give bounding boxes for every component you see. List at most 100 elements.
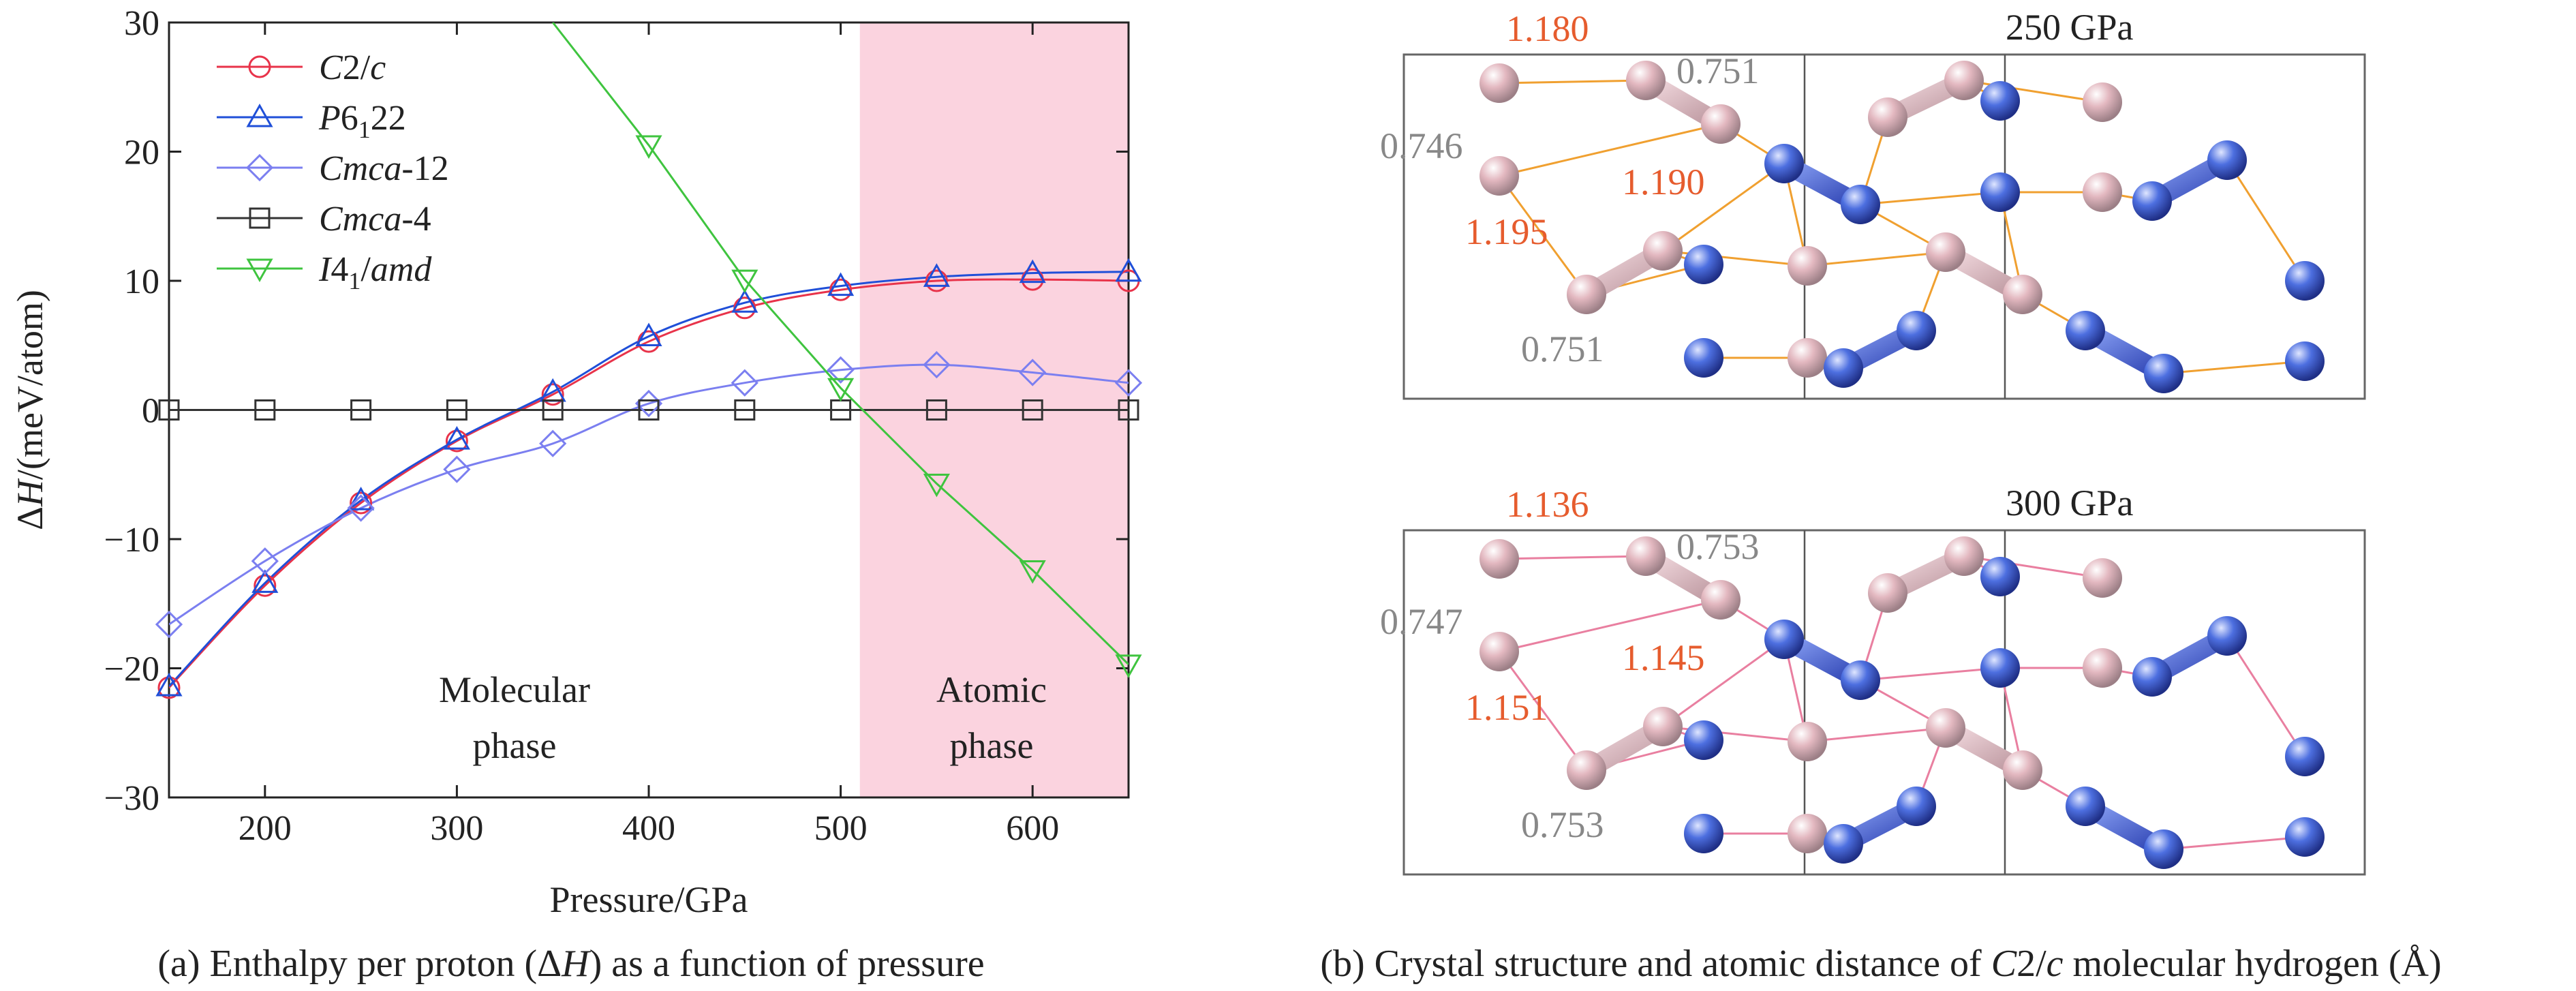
hh-contact	[1499, 79, 1646, 85]
h-atom-pink	[1788, 722, 1827, 761]
h-atom-blue	[1684, 245, 1723, 284]
data-point-i41amd	[635, 135, 662, 159]
hh-contact	[1499, 555, 1646, 560]
h-atom-pink	[1868, 97, 1907, 137]
legend-label-cmca4: Cmca-4	[319, 200, 431, 239]
h-atom-pink	[1643, 707, 1683, 746]
series-line-p6122	[169, 271, 1129, 688]
hh-contact	[1662, 638, 1785, 728]
h-atom-pink	[1944, 536, 1984, 576]
data-point-p6122	[827, 272, 855, 296]
legend: C2/c P61​22 Cmca-12 Cmca-4 I41​/amd	[217, 48, 449, 294]
data-point-cmca4	[1118, 399, 1139, 421]
distance-label: 0.747	[1380, 601, 1463, 642]
hh-contact	[1807, 727, 1946, 743]
data-point-c2c	[925, 269, 948, 292]
h-atom-blue	[1980, 648, 2020, 688]
data-point-cmca4	[158, 399, 180, 421]
h-atom-pink	[1788, 338, 1827, 378]
h-atom-blue	[2285, 261, 2325, 301]
series-line-i41amd	[552, 22, 1129, 665]
atomic-phase-label: phase	[950, 725, 1034, 766]
data-point-p6122	[155, 672, 183, 697]
h-atom-pink	[1788, 246, 1827, 286]
hh-contact	[2163, 836, 2305, 851]
h-atom-blue	[2132, 181, 2172, 221]
h-atom-blue	[1684, 814, 1723, 853]
h-atom-blue	[2066, 787, 2105, 826]
data-point-c2c	[445, 429, 468, 453]
data-point-cmca12	[827, 356, 855, 384]
h-atom-pink	[1788, 814, 1827, 853]
unit-cell-frame	[1402, 53, 2366, 400]
data-point-cmca4	[446, 399, 467, 421]
h-atom-blue	[1841, 660, 1880, 700]
x-tick-label: 200	[239, 809, 292, 848]
data-point-cmca12	[539, 429, 567, 457]
series-line-cmca12	[169, 363, 1129, 626]
legend-marker-c2c	[248, 55, 271, 78]
h-atom-blue	[1841, 185, 1880, 224]
h-atom-pink	[1701, 580, 1741, 620]
h-atom-pink	[1944, 61, 1984, 100]
h-atom-blue	[2207, 616, 2247, 656]
x-tick-label: 600	[1006, 809, 1059, 848]
y-tick-label: 0	[142, 392, 159, 431]
h-atom-blue	[1980, 172, 2020, 212]
h-atom-pink	[2003, 275, 2042, 314]
y-tick-label: −30	[104, 779, 159, 818]
distance-label: 0.751	[1521, 329, 1604, 369]
data-point-p6122	[1115, 258, 1142, 282]
data-point-i41amd	[731, 269, 758, 294]
legend-label-p6122: P61​22	[318, 99, 406, 143]
h-atom-blue	[2207, 140, 2247, 180]
legend-marker-i41amd	[246, 258, 273, 283]
data-point-p6122	[923, 263, 950, 287]
h-atom-blue	[2066, 311, 2105, 350]
y-tick-label: −10	[104, 521, 159, 560]
unit-cell-frame	[1402, 529, 2366, 876]
h-atom-blue	[2285, 341, 2325, 381]
h-atom-blue	[1824, 824, 1863, 864]
h-atom-blue	[1980, 557, 2020, 596]
h-atom-blue	[1764, 144, 1804, 183]
crystal-structure-panel: 250 GPa 1.180 0.751 0.746 1.190 1.195 0.751 300…	[1380, 7, 2366, 876]
hh-contact	[1499, 123, 1721, 177]
data-point-i41amd	[1115, 654, 1142, 678]
hh-contact	[1860, 191, 2001, 206]
h-atom-pink	[2083, 648, 2122, 688]
h-atom-blue	[1764, 620, 1804, 659]
data-point-p6122	[635, 322, 662, 346]
legend-marker-cmca4	[249, 207, 271, 229]
distance-label: 0.751	[1676, 50, 1760, 91]
h-atom-pink	[2083, 82, 2122, 122]
x-tick-label: 400	[622, 809, 675, 848]
captions: (a) Enthalpy per proton (ΔH) as a functi…	[157, 943, 2441, 985]
data-point-p6122	[1019, 259, 1046, 284]
h-atom-blue	[2285, 737, 2325, 776]
h-atom-pink	[1926, 232, 1965, 272]
h-atom-blue	[2144, 829, 2183, 869]
data-point-p6122	[731, 289, 758, 313]
data-point-cmca12	[731, 369, 758, 397]
data-point-cmca12	[1114, 369, 1143, 397]
data-point-cmca4	[638, 399, 660, 421]
data-point-i41amd	[1019, 560, 1046, 584]
structure-1: 300 GPa 1.136 0.753 0.747 1.145 1.151 0.753	[1380, 483, 2366, 876]
data-point-cmca4	[542, 399, 564, 421]
distance-label: 0.753	[1676, 526, 1760, 567]
h-atom-blue	[1684, 338, 1723, 378]
h-atom-blue	[1824, 348, 1863, 388]
hh-contact	[1662, 249, 1808, 267]
data-point-c2c	[350, 491, 373, 515]
data-point-cmca4	[734, 399, 756, 421]
y-tick-label: 10	[124, 262, 159, 301]
plot-area	[169, 22, 1129, 688]
data-point-cmca12	[443, 455, 471, 483]
h-atom-blue	[2285, 817, 2325, 857]
distance-label: 0.753	[1521, 804, 1604, 845]
data-point-p6122	[251, 569, 279, 593]
h-atom-pink	[1479, 632, 1519, 671]
data-point-c2c	[541, 383, 564, 406]
